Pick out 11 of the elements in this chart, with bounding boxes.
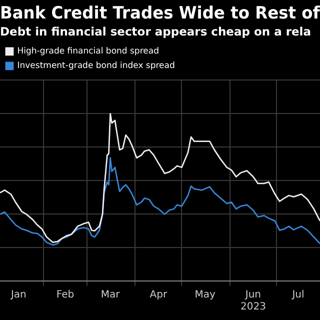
x-tick-label: Apr [150,290,168,301]
legend-label: Investment-grade bond index spread [17,61,175,72]
chart-subtitle: Debt in financial sector appears cheap on a rela [0,24,311,38]
x-tick-label: May [194,290,216,301]
legend-label: High-grade financial bond spread [17,46,159,57]
chart-title: Bank Credit Trades Wide to Rest of [0,3,320,23]
x-tick-label: Feb [56,290,74,301]
x-tick-label: Jun 2023 [240,290,266,313]
x-tick-label: Mar [100,290,121,301]
x-tick-label: Jan [10,290,26,301]
x-tick-label: Jul [291,290,304,301]
